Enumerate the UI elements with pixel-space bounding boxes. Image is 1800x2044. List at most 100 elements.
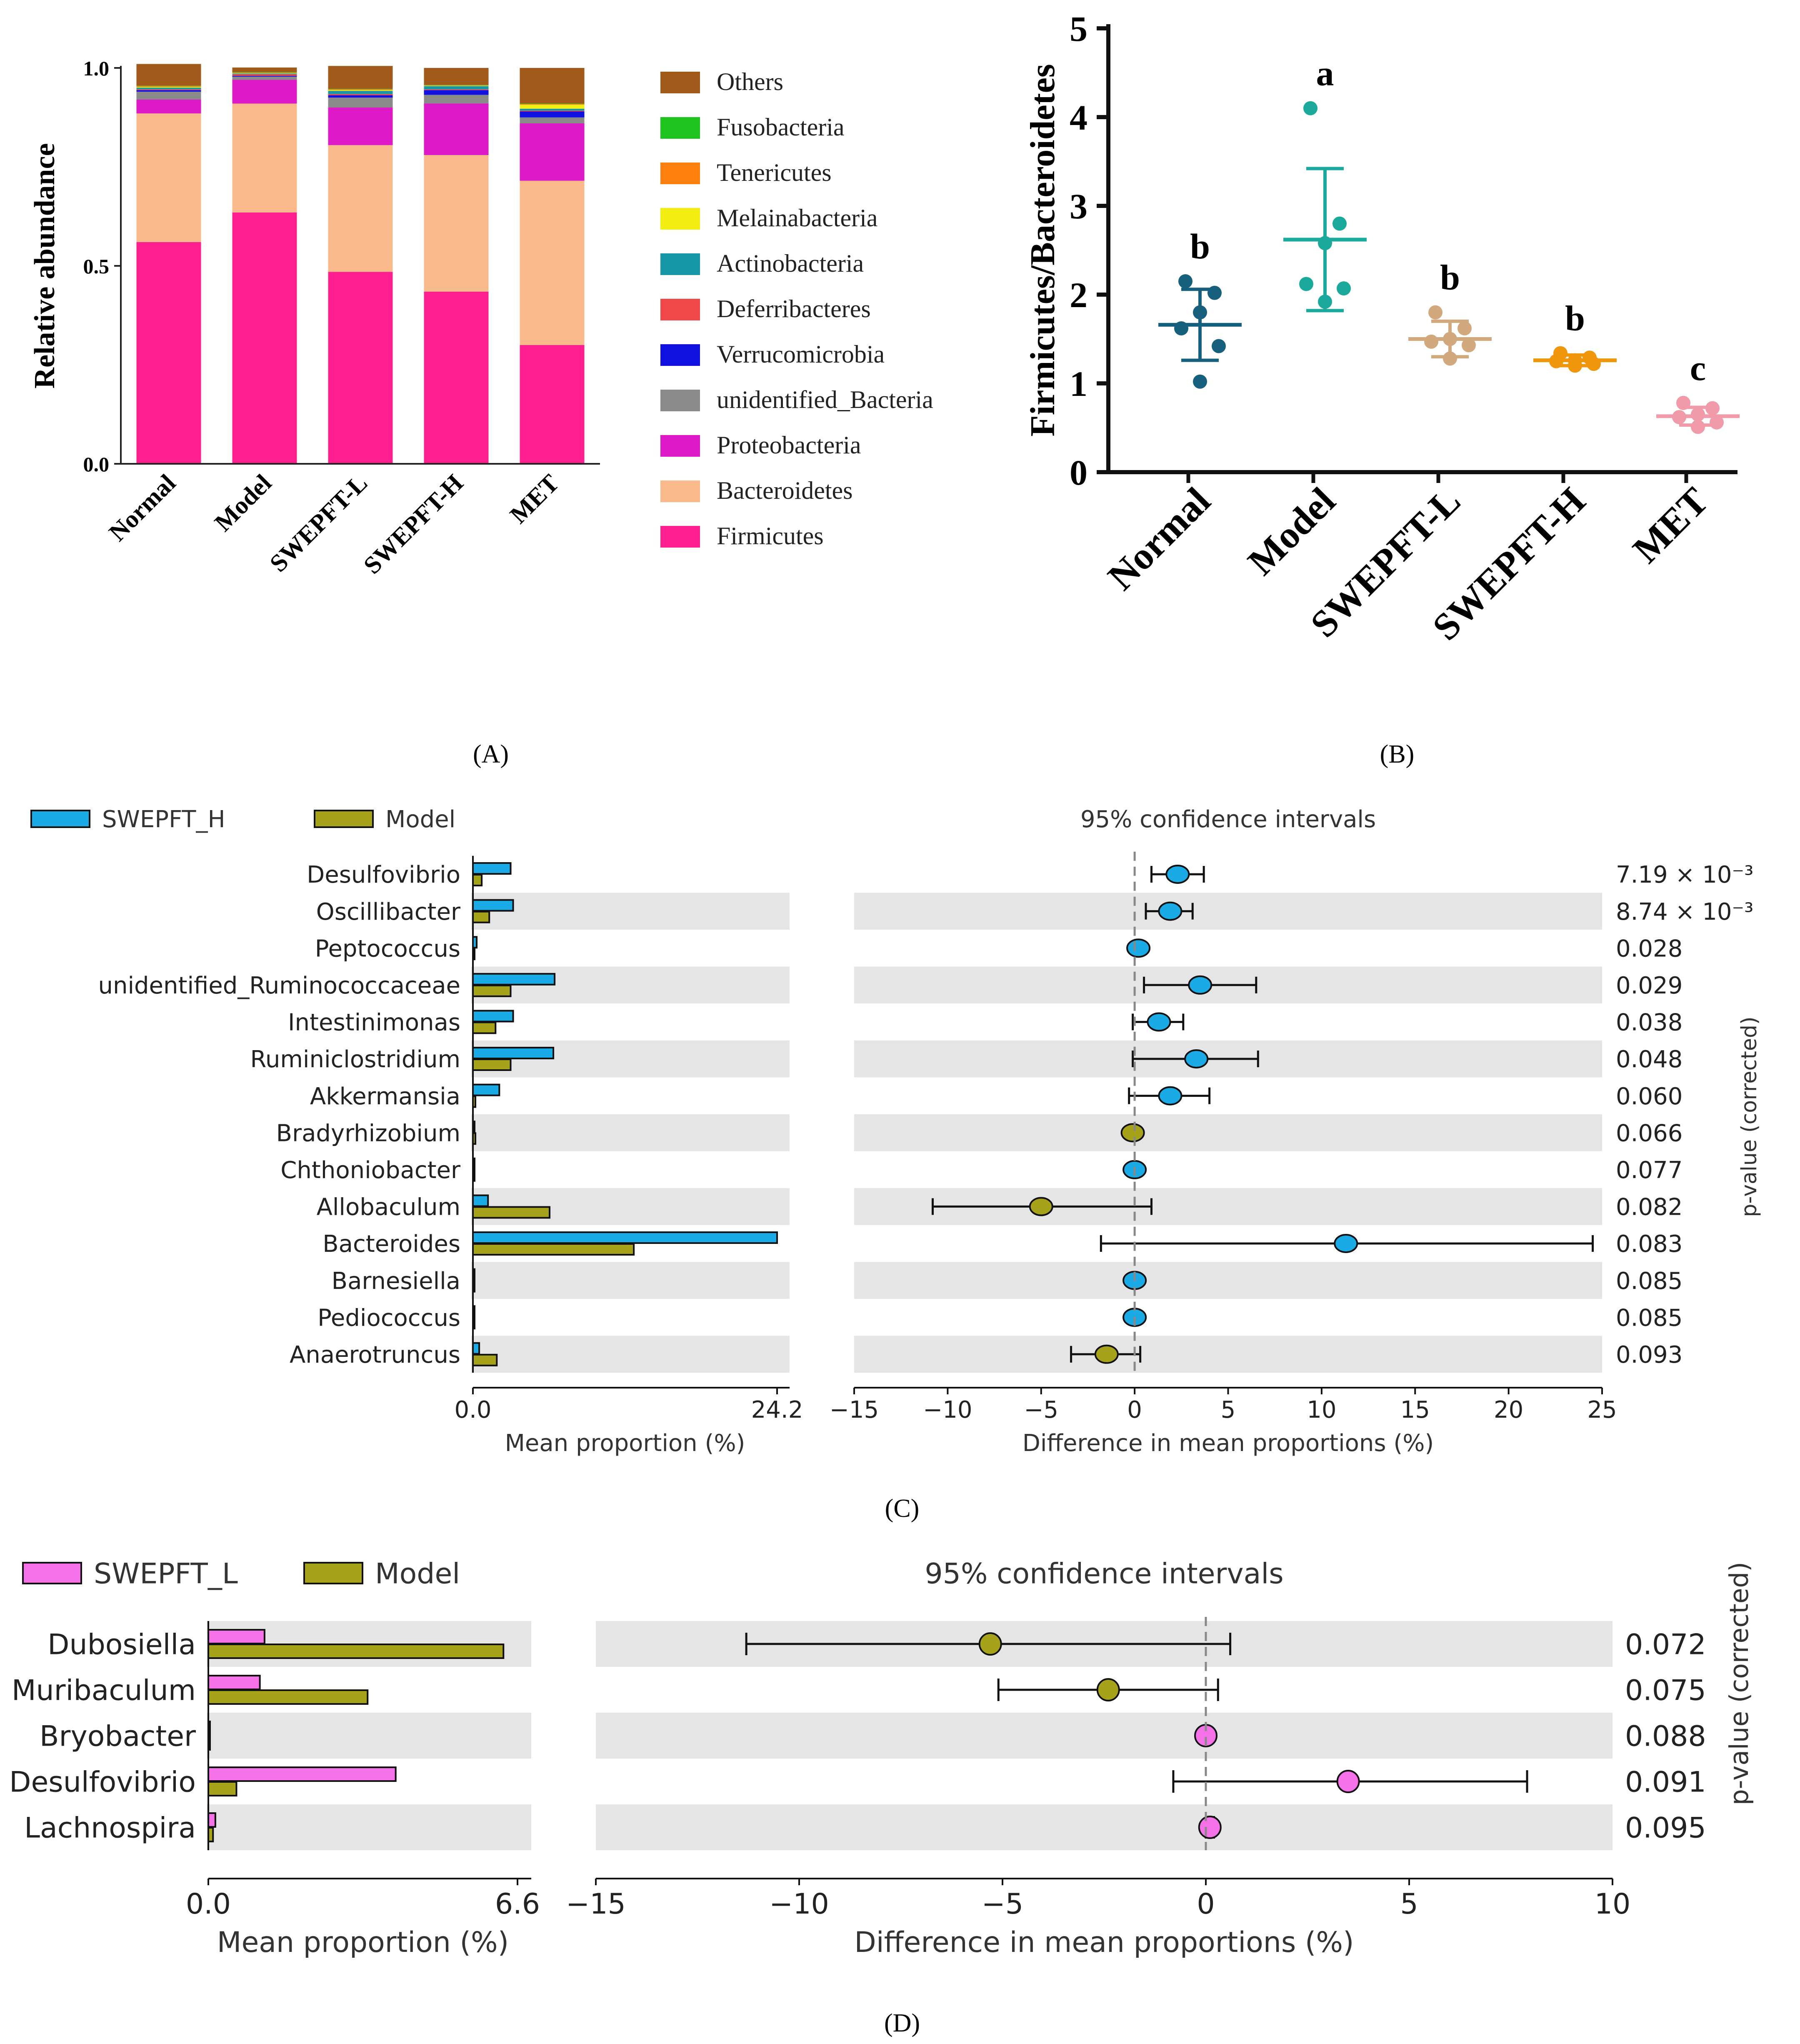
legend-swatch-tenericutes [660, 163, 700, 184]
x-tick-label-model: Model [1240, 479, 1343, 583]
difference-point-ruminiclostridium [1184, 1049, 1209, 1068]
bar-segment-actinobacteria-model [232, 73, 297, 75]
y-tick-label: 5 [1070, 9, 1088, 49]
mean-bar-b-anaerotruncus [472, 1353, 498, 1366]
feature-label-unidentified-ruminococcaceae: unidentified_Ruminococcaceae [98, 972, 460, 999]
difference-x-tick-label: 5 [1221, 1396, 1236, 1424]
legend-label-others: Others [717, 68, 783, 95]
significance-letter-model: a [1316, 53, 1334, 93]
bar-segment-verrucomicrobia-swepft-h [424, 90, 489, 95]
mean-bar-a-desulfovibrio [472, 862, 512, 875]
difference-x-axis-title: Difference in mean proportions (%) [854, 1926, 1354, 1959]
p-value-anaerotruncus: 0.093 [1616, 1341, 1682, 1369]
panel-d-extended-error-bar-chart: SWEPFT_L Model 95% confidence intervals Dub… [9, 1557, 1754, 1959]
bar-segment-deferribacteres-met [520, 110, 585, 112]
bar-segment-tenericutes-swepft-h [424, 85, 489, 86]
bar-segment-fusobacteria-model [232, 72, 297, 73]
p-value-pediococcus: 0.085 [1616, 1304, 1682, 1331]
row-band-right [596, 1713, 1612, 1759]
significance-letter-swepft-h: b [1565, 298, 1585, 338]
bar-segment-verrucomicrobia-swepft-l [328, 95, 393, 98]
mean-x-tick-label: 0.0 [186, 1888, 231, 1921]
difference-x-tick-label: −15 [830, 1396, 879, 1424]
feature-label-desulfovibrio: Desulfovibrio [307, 861, 460, 888]
feature-label-barnesiella: Barnesiella [332, 1268, 460, 1295]
difference-point-allobaculum [1029, 1197, 1053, 1216]
y-tick-label: 1.0 [83, 57, 110, 80]
ci-title: 95% confidence intervals [925, 1557, 1283, 1590]
row-band-right [854, 893, 1602, 930]
row-band-right [596, 1804, 1612, 1850]
difference-point-muribaculum [1096, 1678, 1120, 1701]
difference-point-oscillibacter [1158, 901, 1182, 921]
legend-label-swepft-h: SWEPFT_H [102, 806, 225, 833]
difference-point-desulfovibrio [1336, 1770, 1360, 1793]
data-point-normal [1193, 374, 1207, 389]
y-axis-title: Relative abundance [29, 143, 61, 388]
feature-label-bradyrhizobium: Bradyrhizobium [276, 1120, 460, 1147]
panel-label-a: (A) [473, 740, 509, 768]
data-point-normal [1193, 305, 1207, 320]
legend-swatch-actinobacteria [660, 253, 700, 275]
legend-swatch-melainabacteria [660, 208, 700, 230]
legend-label-actinobacteria: Actinobacteria [717, 250, 864, 277]
data-point-model [1303, 101, 1318, 115]
mean-bar-b-intestinimonas [472, 1021, 497, 1034]
bar-segment-proteobacteria-normal [136, 100, 201, 114]
bar-segment-others-swepft-h [424, 68, 489, 85]
row-band-right [854, 1114, 1602, 1151]
legend-label-swepft-l: SWEPFT_L [94, 1557, 238, 1590]
feature-label-anaerotruncus: Anaerotruncus [290, 1341, 460, 1369]
p-value-barnesiella: 0.085 [1616, 1268, 1682, 1295]
bar-segment-others-model [232, 68, 297, 73]
legend-swatch-swepft-h [30, 810, 90, 828]
difference-x-tick-label: −15 [566, 1888, 626, 1921]
bar-segment-verrucomicrobia-normal [136, 90, 201, 92]
p-value-allobaculum: 0.082 [1616, 1194, 1682, 1221]
legend-label-deferribacteres: Deferribacteres [717, 295, 871, 323]
p-value-axis-title: p-value (corrected) [1737, 1016, 1761, 1217]
feature-label-ruminiclostridium: Ruminiclostridium [250, 1046, 460, 1073]
x-tick-label-normal: Normal [103, 469, 181, 547]
x-tick-label-normal: Normal [1100, 479, 1218, 598]
mean-bar-a-akkermansia [472, 1083, 500, 1096]
p-value-dubosiella: 0.072 [1625, 1628, 1706, 1661]
legend-swatch-unidentified-bacteria [660, 390, 700, 411]
difference-x-tick-label: 15 [1400, 1396, 1430, 1424]
legend-swatch-swepft-l [22, 1562, 82, 1584]
bar-segment-actinobacteria-swepft-h [424, 86, 489, 90]
p-value-unidentified-ruminococcaceae: 0.029 [1616, 972, 1682, 999]
feature-label-allobaculum: Allobaculum [317, 1194, 460, 1221]
y-tick-label: 1 [1070, 364, 1088, 404]
difference-x-tick-label: 0 [1127, 1396, 1142, 1424]
difference-point-peptococcus [1126, 938, 1151, 958]
bar-segment-verrucomicrobia-met [520, 111, 585, 118]
data-point-swepft-l [1458, 321, 1472, 335]
data-point-swepft-h [1587, 357, 1601, 371]
mean-bar-a-unidentified-ruminococcaceae [472, 973, 556, 986]
data-point-normal [1178, 274, 1192, 289]
legend-label-unidentified-bacteria: unidentified_Bacteria [717, 386, 933, 413]
mean-bar-a-bacteroides [472, 1231, 778, 1244]
bar-segment-firmicutes-model [232, 212, 297, 464]
legend-swatch-others [660, 72, 700, 93]
significance-letter-swepft-l: b [1440, 258, 1460, 298]
mean-bar-a-desulfovibrio [208, 1766, 397, 1782]
bar-segment-tenericutes-met [520, 104, 585, 105]
row-band-left [471, 1262, 790, 1299]
panel-label-c: (C) [885, 1494, 920, 1523]
row-band-left [207, 1804, 531, 1850]
y-tick-label: 0 [1070, 453, 1088, 493]
difference-x-tick-label: 0 [1197, 1888, 1215, 1921]
difference-point-anaerotruncus [1094, 1344, 1119, 1364]
bar-segment-melainabacteria-swepft-l [328, 90, 393, 91]
mean-bar-a-dubosiella [208, 1629, 265, 1644]
data-point-swepft-l [1424, 334, 1438, 349]
bar-segment-proteobacteria-swepft-h [424, 103, 489, 155]
x-tick-label-swepft-h: SWEPFT-H [358, 469, 468, 579]
mean-bar-b-bacteroides [472, 1243, 635, 1256]
legend-label-proteobacteria: Proteobacteria [717, 431, 861, 459]
bar-segment-deferribacteres-model [232, 74, 297, 76]
ci-title: 95% confidence intervals [1080, 806, 1376, 833]
